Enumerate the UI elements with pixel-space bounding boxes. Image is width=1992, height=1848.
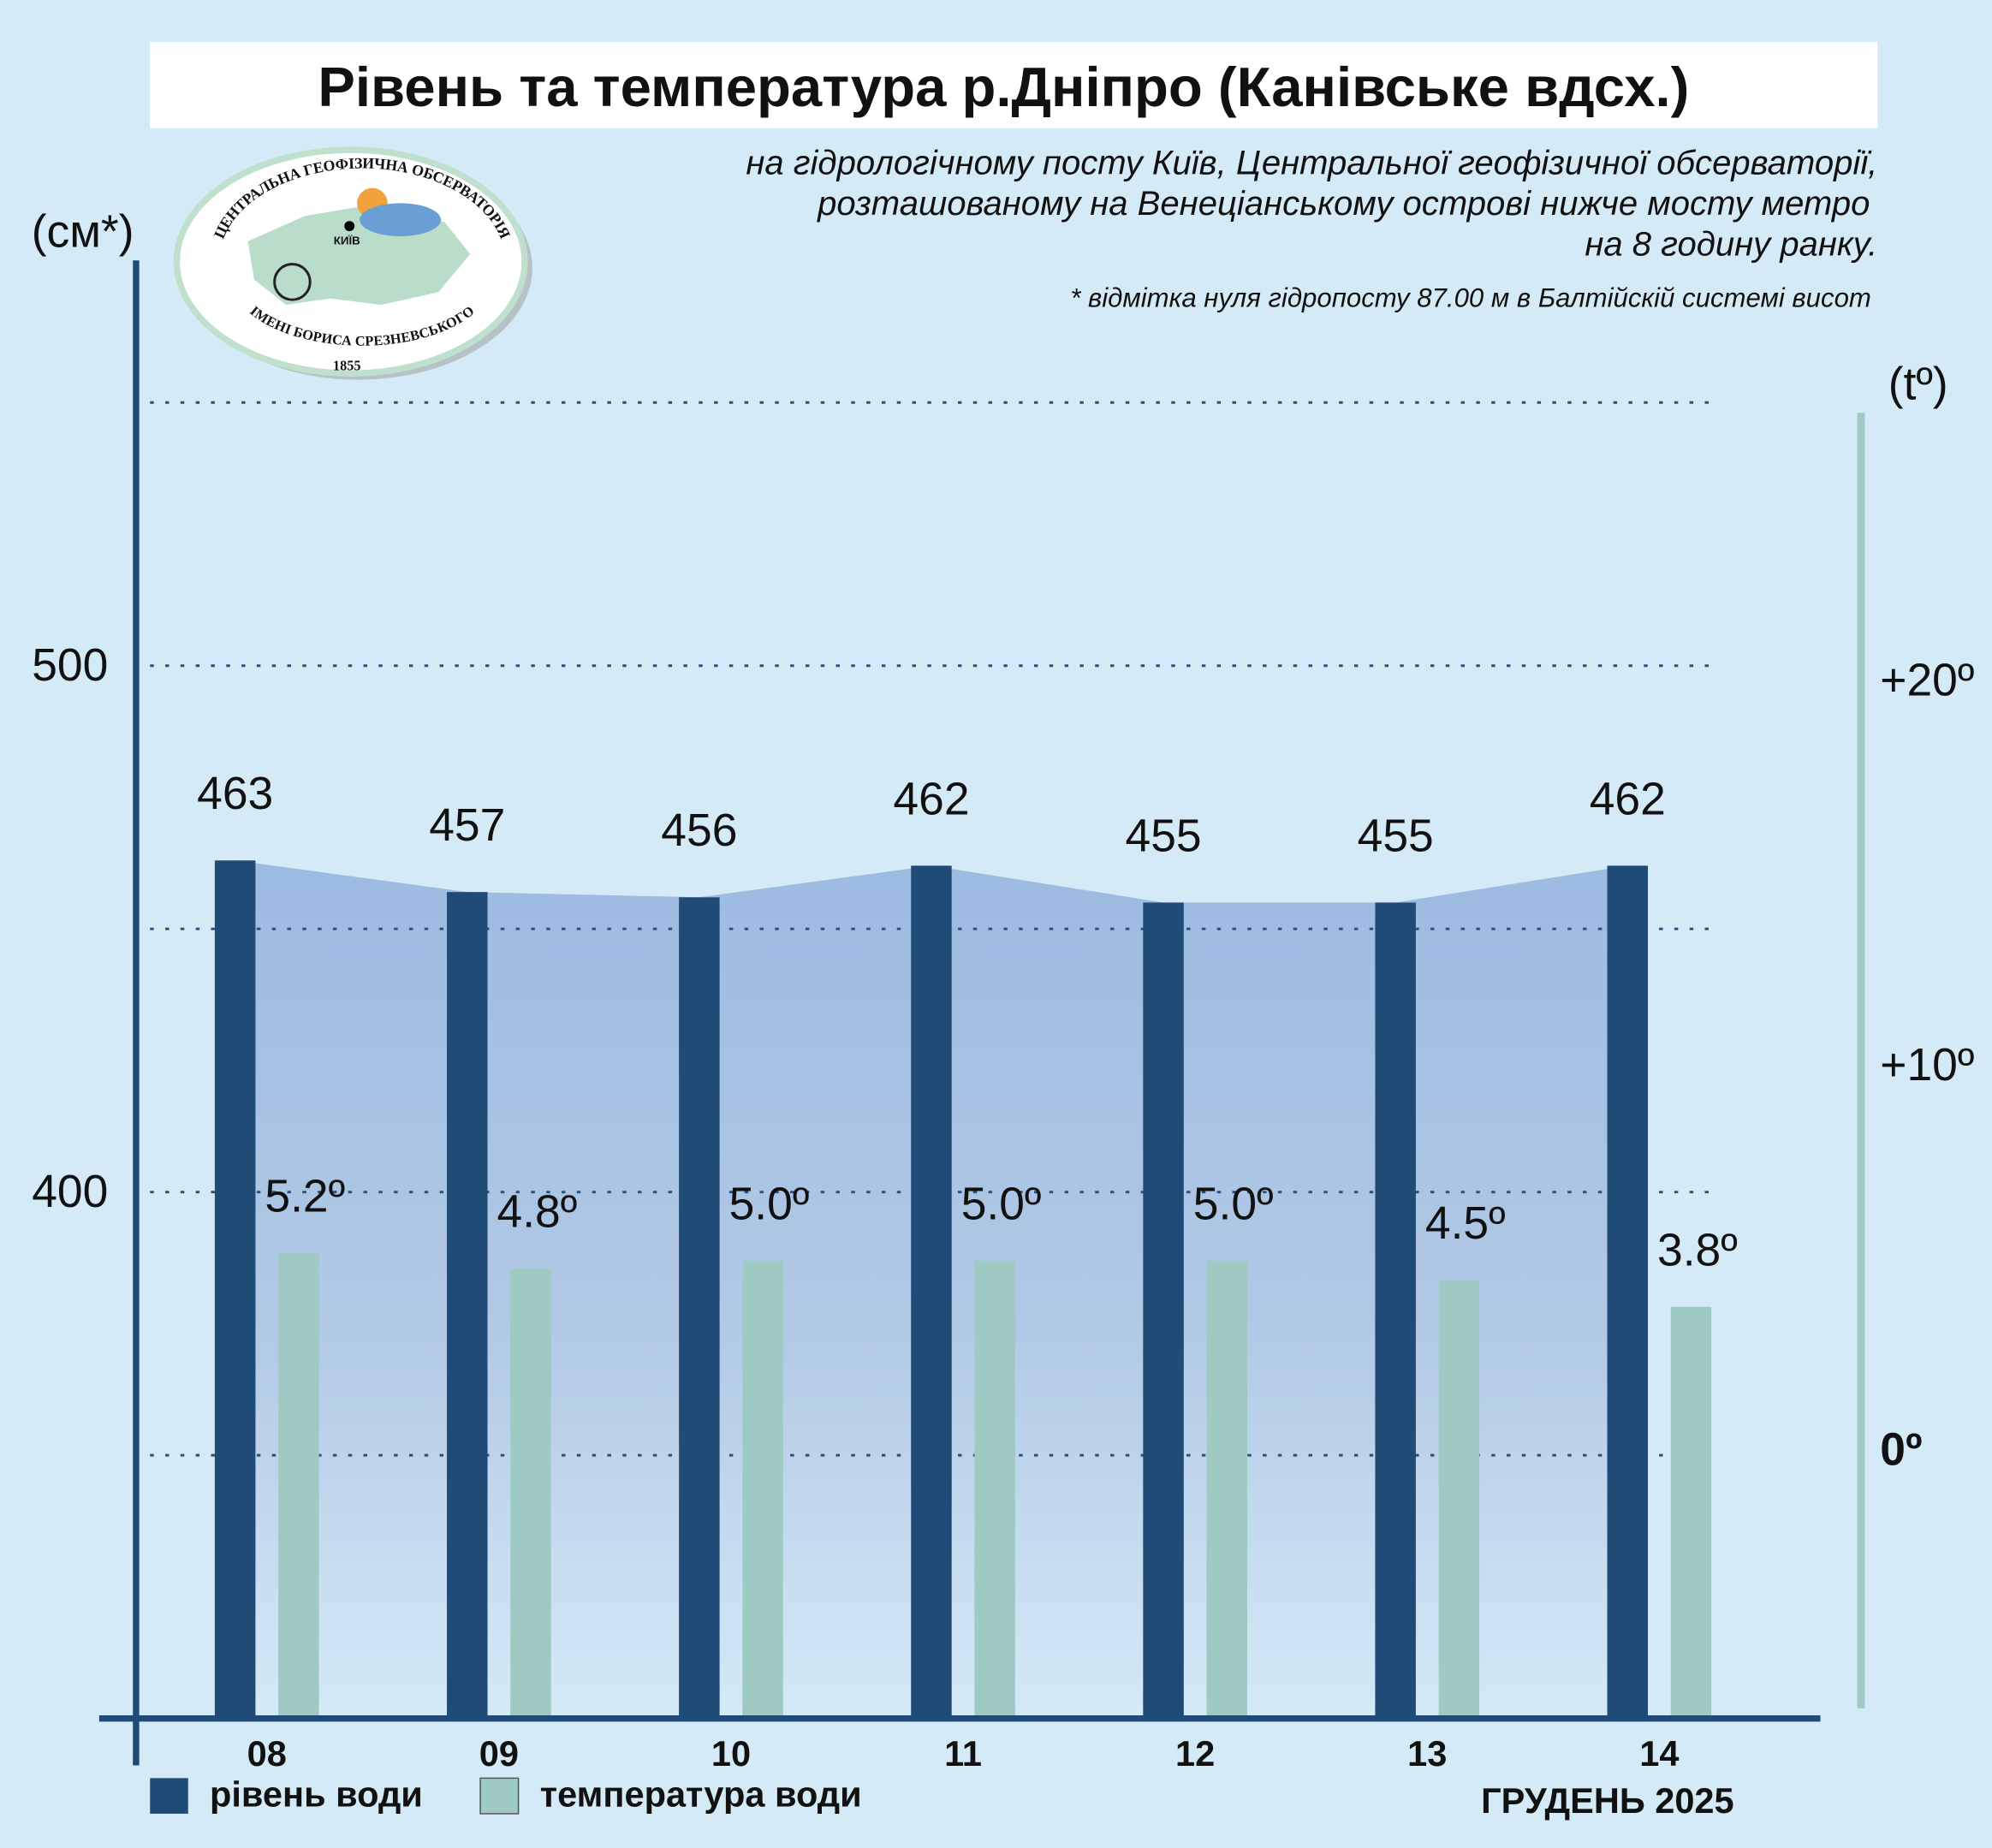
- temperature-bar: [1438, 1280, 1480, 1719]
- level-bar: [911, 865, 952, 1719]
- y2-tick-label: 0º: [1880, 1425, 1922, 1476]
- subtitle: розташованому на Венеціанському острові …: [817, 185, 1870, 223]
- logo-city: КИЇВ: [334, 234, 360, 247]
- value-label: 5.0º: [1193, 1180, 1274, 1230]
- title-box: [150, 41, 1878, 128]
- x-tick-label: 08: [247, 1733, 287, 1774]
- y-tick-label: 500: [32, 640, 108, 691]
- temperature-bar: [1670, 1306, 1712, 1719]
- value-label: 457: [429, 800, 505, 851]
- value-label: 5.0º: [961, 1180, 1042, 1230]
- x-axis-label: ГРУДЕНЬ 2025: [1481, 1780, 1733, 1821]
- value-label: 455: [1358, 811, 1434, 861]
- y2-axis-label: (tº): [1888, 359, 1948, 410]
- y-axis-label: (см*): [32, 207, 134, 258]
- value-label: 455: [1126, 811, 1202, 861]
- note: * відмітка нуля гідропосту 87.00 м в Бал…: [1070, 282, 1871, 312]
- value-label: 3.8º: [1657, 1226, 1738, 1276]
- temperature-bar: [510, 1268, 551, 1719]
- legend-swatch: [479, 1777, 520, 1815]
- value-label: 5.2º: [265, 1172, 345, 1222]
- x-tick-label: 14: [1639, 1733, 1679, 1774]
- value-label: 463: [197, 769, 273, 819]
- subtitle: на гідрологічному посту Київ, Центрально…: [746, 144, 1877, 181]
- x-tick-label: 13: [1407, 1733, 1447, 1774]
- legend-label: температура води: [540, 1774, 862, 1815]
- subtitle: на 8 годину ранку.: [1585, 225, 1877, 263]
- temperature-bar: [974, 1260, 1015, 1719]
- temperature-bar: [742, 1260, 783, 1719]
- chart-title: Рівень та температура р.Дніпро (Канівськ…: [318, 56, 1689, 118]
- temperature-bar: [278, 1252, 319, 1719]
- temperature-bar: [1206, 1260, 1248, 1719]
- logo-year: 1855: [333, 358, 361, 374]
- value-label: 462: [893, 774, 969, 824]
- level-bar: [447, 892, 488, 1719]
- x-tick-label: 10: [711, 1733, 751, 1774]
- legend-label: рівень води: [210, 1774, 423, 1815]
- value-label: 4.8º: [497, 1187, 578, 1238]
- y2-tick-label: +20º: [1880, 656, 1974, 706]
- level-bar: [679, 897, 720, 1719]
- x-tick-label: 11: [944, 1733, 982, 1774]
- value-label: 4.5º: [1425, 1198, 1506, 1249]
- logo: ЦЕНТРАЛЬНА ГЕОФІЗИЧНА ОБСЕРВАТОРІЯ ІМЕНІ…: [173, 146, 532, 380]
- value-label: 5.0º: [729, 1180, 810, 1230]
- value-label: 456: [661, 805, 737, 856]
- x-tick-label: 09: [479, 1733, 519, 1774]
- x-tick-label: 12: [1175, 1733, 1215, 1774]
- value-label: 462: [1590, 774, 1666, 824]
- legend-swatch: [150, 1778, 188, 1814]
- level-bar: [1375, 902, 1416, 1719]
- level-bar: [1607, 865, 1649, 1719]
- y-tick-label: 400: [32, 1167, 108, 1217]
- level-bar: [1143, 902, 1184, 1719]
- level-bar: [214, 860, 256, 1719]
- y2-tick-label: +10º: [1880, 1040, 1974, 1090]
